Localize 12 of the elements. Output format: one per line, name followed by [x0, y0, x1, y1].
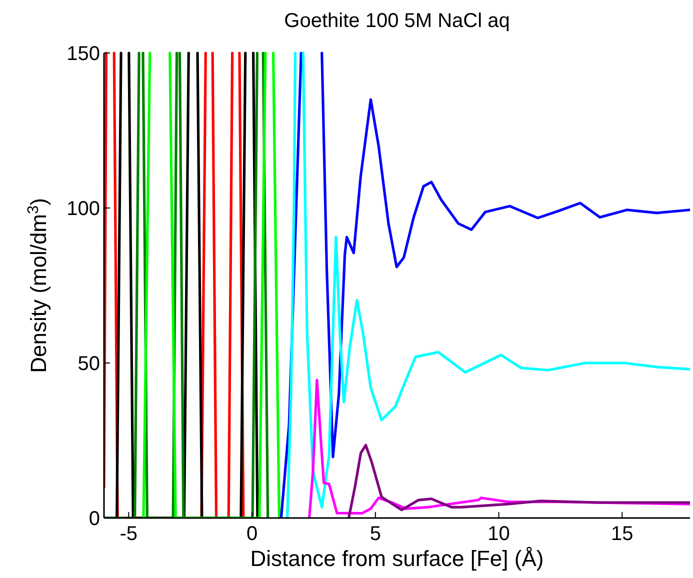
y-tick-label: 100 — [66, 198, 100, 220]
chart-title: Goethite 100 5M NaCl aq — [284, 10, 510, 32]
x-tick-label: -5 — [120, 523, 138, 545]
x-tick-label: 15 — [611, 523, 634, 545]
y-tick-label: 50 — [78, 353, 100, 375]
line-series — [347, 444, 690, 518]
y-tick-label: 150 — [66, 43, 100, 65]
x-tick-label: 0 — [246, 523, 258, 545]
x-axis-title: Distance from surface [Fe] (Å) — [250, 546, 544, 571]
x-tick-label: 10 — [488, 523, 510, 545]
y-tick-label: 0 — [88, 508, 100, 530]
x-tick-label: 5 — [370, 523, 381, 545]
